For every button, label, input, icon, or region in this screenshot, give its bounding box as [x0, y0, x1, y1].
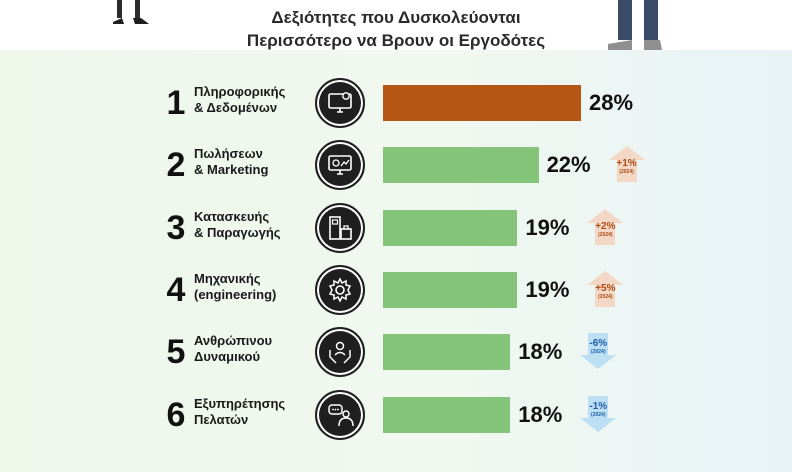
chart-title-line-2: Περισσότερο να Βρουν οι Εργοδότες: [246, 31, 546, 50]
value-label: 28%: [589, 90, 634, 115]
change-value: -6%: [589, 338, 608, 349]
arrow-down-icon: [580, 396, 617, 432]
category-label: Εξυπηρέτησης Πελατών: [194, 396, 314, 428]
bar: [383, 147, 539, 183]
value-label: 22%: [546, 152, 591, 177]
chart-row: 6 Εξυπηρέτησης Πελατών 18% -1% (2024): [0, 390, 792, 440]
chart-title: Δεξιότητες που Δυσκολεύονται Περισσότερο…: [0, 6, 792, 52]
arrow-up-icon: [587, 271, 624, 307]
category-icon-badge: [315, 390, 365, 440]
rank-number: 6: [166, 396, 186, 434]
rank-number: 3: [166, 209, 186, 247]
chart-row: 2 Πωλήσεων & Marketing 22% +1% (2024): [0, 140, 792, 190]
rank-number: 5: [166, 333, 186, 371]
category-label-line: (engineering): [194, 287, 277, 302]
support-chat-icon: [328, 404, 354, 427]
change-value: +1%: [616, 158, 637, 169]
monitor-chart-icon: [328, 155, 352, 175]
category-icon-badge: [315, 203, 365, 253]
rank-number: 2: [166, 146, 186, 184]
category-label: Ανθρώπινου Δυναμικού: [194, 333, 314, 365]
category-label-line: Μηχανικής: [194, 271, 261, 286]
category-label-line: & Δεδομένων: [194, 100, 278, 115]
bar: [383, 272, 518, 308]
category-icon-badge: [315, 78, 365, 128]
change-indicator-down: -1% (2024): [578, 394, 618, 434]
arrow-down-icon: [580, 333, 617, 369]
change-value: -1%: [589, 401, 608, 412]
change-indicator-up: +1% (2024): [607, 144, 647, 184]
category-label-line: Εξυπηρέτησης: [194, 396, 286, 411]
value-label: 19%: [525, 277, 570, 302]
bar: [383, 85, 581, 121]
chart-title-line-1: Δεξιότητες που Δυσκολεύονται: [271, 8, 521, 27]
person-legs-illustration-right: [608, 0, 662, 50]
category-label-line: Ανθρώπινου: [194, 333, 273, 348]
category-label-line: Δυναμικού: [194, 349, 261, 364]
rank-number: 1: [166, 84, 186, 122]
arrow-up-icon: [608, 146, 645, 182]
category-label: Κατασκευής & Παραγωγής: [194, 209, 314, 241]
change-value: +2%: [595, 221, 616, 232]
change-year: (2024): [598, 294, 613, 300]
category-label-line: Κατασκευής: [194, 209, 270, 224]
value-label: 18%: [518, 402, 563, 427]
chart-row: 5 Ανθρώπινου Δυναμικού 18% -6% (2024): [0, 327, 792, 377]
category-icon-badge: [315, 140, 365, 190]
category-label-line: Πωλήσεων: [194, 146, 263, 161]
category-icon-badge: [315, 327, 365, 377]
category-label-line: & Marketing: [194, 162, 269, 177]
monitor-gear-icon: [328, 92, 352, 113]
bar: [383, 334, 511, 370]
category-label-line: Πληροφορικής: [194, 84, 286, 99]
category-label: Μηχανικής (engineering): [194, 271, 314, 303]
change-indicator-up: +2% (2024): [585, 207, 625, 247]
category-label: Πληροφορικής & Δεδομένων: [194, 84, 314, 116]
change-indicator-up: +5% (2024): [585, 269, 625, 309]
change-year: (2024): [591, 412, 606, 418]
category-label-line: Πελατών: [194, 412, 249, 427]
category-label-line: & Παραγωγής: [194, 225, 281, 240]
factory-machine-icon: [329, 216, 352, 240]
chart-row: 1 Πληροφορικής & Δεδομένων 28%: [0, 78, 792, 128]
change-indicator-down: -6% (2024): [578, 331, 618, 371]
category-icon-badge: [315, 265, 365, 315]
value-label: 19%: [525, 215, 570, 240]
chart-row: 4 Μηχανικής (engineering) 19% +5% (2024): [0, 265, 792, 315]
rank-number: 4: [166, 271, 186, 309]
bar: [383, 397, 511, 433]
people-hands-icon: [329, 341, 351, 364]
bar: [383, 210, 518, 246]
chart-row: 3 Κατασκευής & Παραγωγής 19% +2% (2024): [0, 203, 792, 253]
change-year: (2024): [598, 232, 613, 238]
change-year: (2024): [619, 169, 634, 175]
gear-icon: [328, 277, 352, 303]
value-label: 18%: [518, 339, 563, 364]
change-value: +5%: [595, 283, 616, 294]
arrow-up-icon: [587, 209, 624, 245]
person-legs-illustration: [113, 0, 149, 24]
change-year: (2024): [591, 349, 606, 355]
category-label: Πωλήσεων & Marketing: [194, 146, 314, 178]
